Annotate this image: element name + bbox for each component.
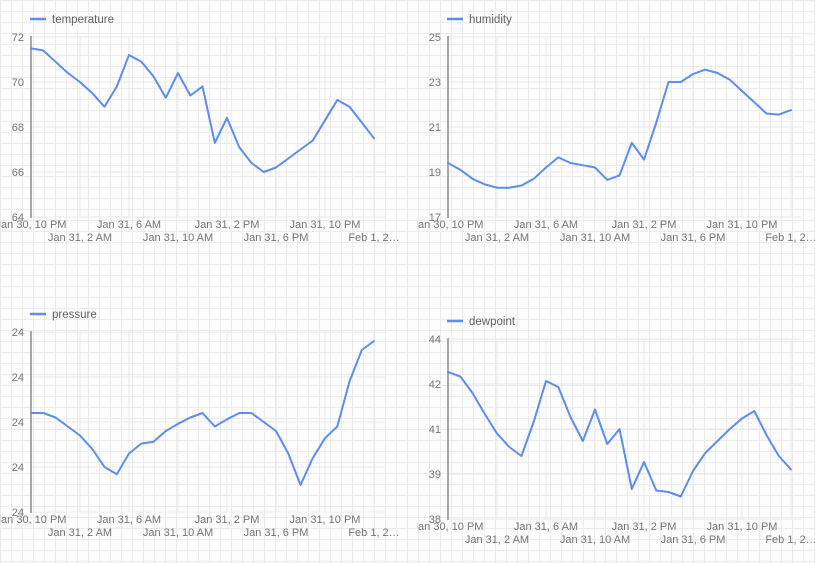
y-tick-label: 44 — [429, 334, 441, 346]
series-line-pressure[interactable] — [30, 340, 375, 486]
legend-label: pressure — [52, 309, 97, 321]
chart-panel-dewpoint: 44 42 41 39 38 Jan 30, 10 PM Jan 31, 2 AM Jan 3… — [413, 302, 815, 552]
legend-pressure: pressure — [30, 309, 97, 321]
y-tick-label: 19 — [429, 167, 441, 179]
x-tick-label: Feb 1, 2… — [348, 232, 399, 244]
x-tick-label: Jan 31, 2 AM — [465, 534, 529, 546]
x-tick-label: Jan 30, 10 PM — [0, 219, 66, 231]
series-line-humidity[interactable] — [447, 68, 792, 189]
y-axis-tick-labels: 24 24 24 24 24 — [12, 327, 24, 519]
legend-label: temperature — [52, 14, 114, 26]
x-tick-label: Jan 31, 2 PM — [195, 219, 260, 231]
legend-temperature: temperature — [30, 14, 114, 26]
y-tick-label: 17 — [429, 212, 441, 224]
y-tick-label: 24 — [12, 462, 24, 474]
x-tick-label: Jan 31, 2 AM — [48, 232, 112, 244]
legend-label: dewpoint — [469, 316, 516, 328]
y-tick-label: 21 — [429, 122, 441, 134]
x-tick-label: Feb 1, 2… — [765, 534, 815, 546]
plot-gridlines — [447, 338, 802, 520]
x-tick-label: Jan 31, 2 PM — [612, 219, 677, 231]
y-tick-label: 23 — [429, 77, 441, 89]
x-tick-label: Jan 31, 10 PM — [290, 514, 361, 526]
y-tick-label: 24 — [12, 327, 24, 339]
y-axis-tick-labels: 44 42 41 39 38 — [429, 334, 441, 526]
y-tick-label: 64 — [12, 212, 24, 224]
legend-label: humidity — [469, 14, 512, 26]
x-tick-label: Feb 1, 2… — [765, 232, 815, 244]
x-tick-label: Jan 31, 6 PM — [661, 534, 726, 546]
y-tick-label: 42 — [429, 379, 441, 391]
y-tick-label: 25 — [429, 32, 441, 44]
y-tick-label: 38 — [429, 514, 441, 526]
chart-panel-temperature: 72 70 68 66 64 Jan 30, 10 PM Jan 31, 2 AM Jan 3… — [0, 0, 400, 250]
x-tick-label: Jan 31, 10 AM — [143, 232, 213, 244]
x-tick-label: Jan 31, 6 AM — [514, 219, 578, 231]
y-tick-label: 39 — [429, 469, 441, 481]
plot-gridlines — [30, 36, 385, 218]
x-tick-label: Jan 31, 2 AM — [465, 232, 529, 244]
x-tick-label: Jan 31, 6 AM — [514, 521, 578, 533]
x-tick-label: Jan 31, 10 PM — [707, 521, 778, 533]
x-tick-label: Jan 31, 2 PM — [612, 521, 677, 533]
x-tick-label: Feb 1, 2… — [348, 527, 399, 539]
y-tick-label: 24 — [12, 372, 24, 384]
x-tick-label: Jan 31, 2 PM — [195, 514, 260, 526]
y-axis-tick-labels: 25 23 21 19 17 — [429, 32, 441, 224]
x-tick-label: Jan 31, 6 PM — [244, 527, 309, 539]
y-tick-label: 68 — [12, 122, 24, 134]
x-tick-label: Jan 30, 10 PM — [417, 219, 483, 231]
y-tick-label: 24 — [12, 507, 24, 519]
legend-humidity: humidity — [447, 14, 512, 26]
y-tick-label: 41 — [429, 424, 441, 436]
y-tick-label: 24 — [12, 417, 24, 429]
series-line-temperature[interactable] — [30, 47, 375, 173]
x-tick-label: Jan 31, 6 AM — [97, 514, 161, 526]
y-tick-label: 72 — [12, 32, 24, 44]
x-tick-label: Jan 31, 6 PM — [244, 232, 309, 244]
x-tick-label: Jan 30, 10 PM — [417, 521, 483, 533]
chart-panel-pressure: 24 24 24 24 24 Jan 30, 10 PM Jan 31, 2 AM Jan 3… — [0, 295, 400, 545]
x-tick-label: Jan 31, 6 PM — [661, 232, 726, 244]
y-tick-label: 70 — [12, 77, 24, 89]
series-line-dewpoint[interactable] — [447, 371, 792, 498]
y-axis-tick-labels: 72 70 68 66 64 — [12, 32, 24, 224]
x-tick-label: Jan 31, 10 AM — [143, 527, 213, 539]
legend-dewpoint: dewpoint — [447, 316, 516, 328]
x-tick-label: Jan 31, 10 PM — [290, 219, 361, 231]
chart-panel-humidity: 25 23 21 19 17 Jan 30, 10 PM Jan 31, 2 AM Jan 3… — [413, 0, 815, 250]
x-tick-label: Jan 31, 2 AM — [48, 527, 112, 539]
x-tick-label: Jan 30, 10 PM — [0, 514, 66, 526]
x-tick-label: Jan 31, 10 AM — [560, 232, 630, 244]
x-tick-label: Jan 31, 10 AM — [560, 534, 630, 546]
plot-gridlines — [30, 331, 385, 513]
x-tick-label: Jan 31, 10 PM — [707, 219, 778, 231]
x-tick-label: Jan 31, 6 AM — [97, 219, 161, 231]
y-tick-label: 66 — [12, 167, 24, 179]
plot-gridlines — [447, 36, 802, 218]
